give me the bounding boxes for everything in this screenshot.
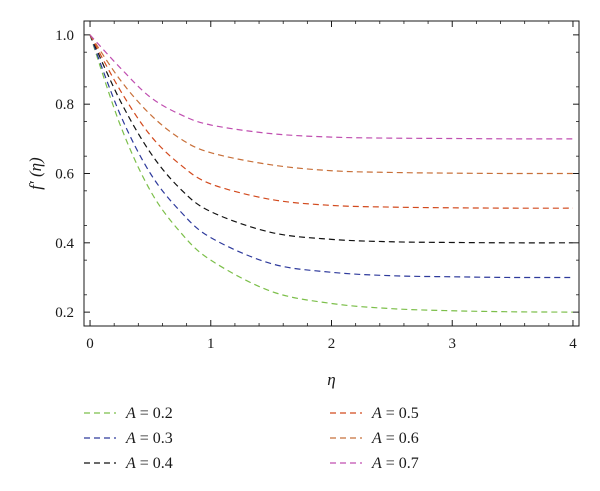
x-tick-label: 1: [207, 336, 215, 352]
y-tick-label: 0.2: [55, 305, 74, 321]
series-line-6: [89, 34, 573, 140]
x-tick-label: 0: [86, 336, 94, 352]
x-axis-label: η: [327, 370, 335, 389]
x-tick-label: 4: [569, 336, 577, 352]
legend-label-6: A = 0.7: [371, 455, 419, 472]
legend-label-5: A = 0.6: [371, 430, 419, 447]
legend-label-2: A = 0.3: [125, 430, 173, 447]
series-line-5: [89, 34, 573, 175]
plot-frame: [83, 20, 580, 327]
y-tick-label: 1.0: [55, 28, 74, 44]
ticks: [84, 21, 579, 326]
series-line-3: [89, 34, 573, 244]
legend-label-4: A = 0.5: [371, 405, 419, 422]
x-tick-label: 3: [448, 336, 456, 352]
x-tick-label: 2: [328, 336, 336, 352]
legend-label-3: A = 0.4: [125, 455, 173, 472]
legend-label-1: A = 0.2: [125, 405, 173, 422]
tick-labels: 0 1 2 3 4 0.2 0.4 0.6 0.8 1.0: [55, 28, 577, 352]
y-tick-label: 0.8: [55, 97, 74, 113]
series-line-2: [89, 34, 573, 279]
legend: A = 0.2 A = 0.3 A = 0.4 A = 0.5 A = 0.6 A = 0…: [84, 405, 419, 472]
y-tick-label: 0.6: [55, 167, 74, 183]
y-tick-label: 0.4: [55, 236, 74, 252]
series-line-4: [89, 34, 573, 209]
series-line-1: [89, 34, 573, 313]
series-lines: [89, 34, 573, 313]
y-axis-label: f′ (η): [26, 157, 45, 190]
